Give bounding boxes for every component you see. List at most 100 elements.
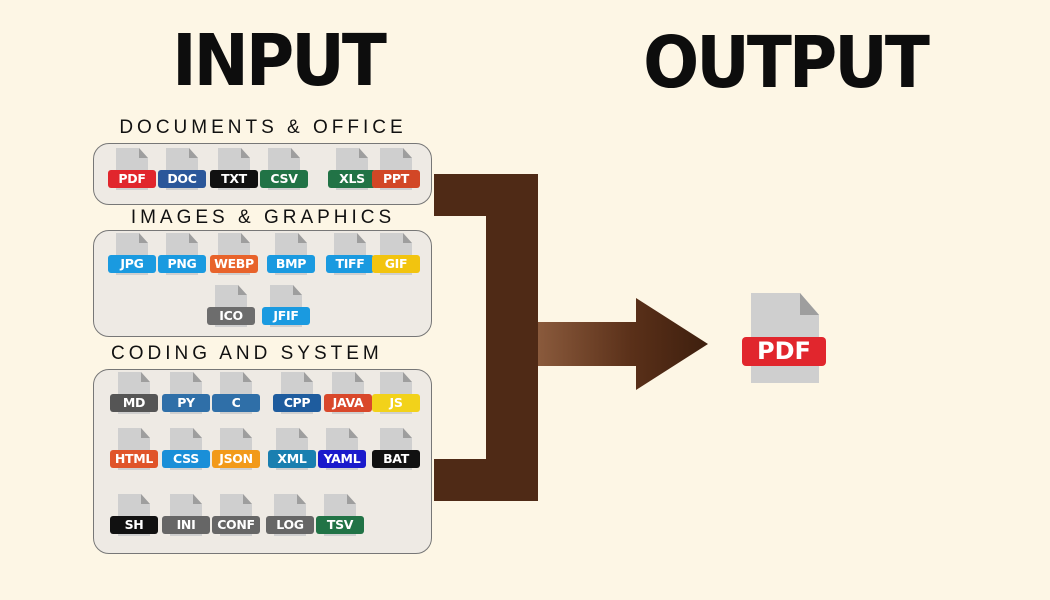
file-type-badge: HTML [110, 450, 158, 468]
file-type-badge: JSON [212, 450, 260, 468]
file-type-badge: JFIF [262, 307, 310, 325]
file-type-badge: ICO [207, 307, 255, 325]
file-icon-ini: INI [156, 494, 216, 548]
file-icon-csv: CSV [254, 148, 314, 202]
file-fold [403, 148, 412, 158]
file-fold [139, 233, 148, 243]
file-type-badge: PDF [108, 170, 156, 188]
file-icon-gif: GIF [366, 233, 426, 287]
file-icon-jpg: JPG [102, 233, 162, 287]
file-type-badge: JS [372, 394, 420, 412]
file-type-badge: CSS [162, 450, 210, 468]
file-icon-txt: TXT [204, 148, 264, 202]
bracket-shape [434, 174, 538, 501]
file-icon-js: JS [366, 372, 426, 426]
file-type-badge: CSV [260, 170, 308, 188]
file-icon-conf: CONF [206, 494, 266, 548]
file-fold [141, 494, 150, 504]
file-fold [357, 233, 366, 243]
file-type-badge: GIF [372, 255, 420, 273]
file-icon-xls: XLS [322, 148, 382, 202]
section-label-coding: CODING AND SYSTEM [111, 343, 383, 364]
file-fold [359, 148, 368, 158]
file-icon-tsv: TSV [310, 494, 370, 548]
file-type-badge: BMP [267, 255, 315, 273]
file-fold [193, 428, 202, 438]
file-fold [403, 428, 412, 438]
file-type-badge: C [212, 394, 260, 412]
file-icon-c: C [206, 372, 266, 426]
file-fold [304, 372, 313, 382]
file-fold [189, 148, 198, 158]
file-icon-json: JSON [206, 428, 266, 482]
file-fold [291, 148, 300, 158]
file-type-badge: XML [268, 450, 316, 468]
file-type-badge: WEBP [210, 255, 258, 273]
output-file-badge: PDF [742, 337, 826, 366]
file-fold [347, 494, 356, 504]
file-fold [243, 494, 252, 504]
file-icon-css: CSS [156, 428, 216, 482]
file-type-badge: INI [162, 516, 210, 534]
file-type-badge: BAT [372, 450, 420, 468]
file-fold [349, 428, 358, 438]
file-type-badge: TXT [210, 170, 258, 188]
panel-images: JPG PNG WEBP BMP TIFF GIF ICO JFIF [93, 230, 432, 337]
panel-coding: MD PY C CPP JAVA JS HTML CSS JSON XML YAML BAT SH INI… [93, 369, 432, 554]
file-type-badge: JAVA [324, 394, 372, 412]
file-icon-bmp: BMP [261, 233, 321, 287]
file-icon-ico: ICO [201, 285, 261, 339]
file-type-badge: PPT [372, 170, 420, 188]
file-fold [193, 372, 202, 382]
file-fold [243, 372, 252, 382]
file-icon-ppt: PPT [366, 148, 426, 202]
file-icon-xml: XML [262, 428, 322, 482]
section-label-documents: DOCUMENTS & OFFICE [119, 117, 407, 138]
file-type-badge: LOG [266, 516, 314, 534]
file-icon-pdf: PDF [102, 148, 162, 202]
file-type-badge: SH [110, 516, 158, 534]
section-label-images: IMAGES & GRAPHICS [130, 207, 396, 228]
file-fold [141, 428, 150, 438]
file-fold [193, 494, 202, 504]
file-type-badge: PY [162, 394, 210, 412]
file-fold [238, 285, 247, 295]
file-icon-html: HTML [104, 428, 164, 482]
file-type-badge: DOC [158, 170, 206, 188]
file-type-badge: TSV [316, 516, 364, 534]
output-arrow [538, 298, 708, 390]
arrow-shape [538, 298, 708, 390]
file-fold [293, 285, 302, 295]
file-fold [297, 494, 306, 504]
file-icon-md: MD [104, 372, 164, 426]
file-fold [403, 372, 412, 382]
file-icon-py: PY [156, 372, 216, 426]
file-type-badge: JPG [108, 255, 156, 273]
file-type-badge: PNG [158, 255, 206, 273]
file-fold [298, 233, 307, 243]
input-title: INPUT [172, 18, 387, 103]
file-type-badge: CONF [212, 516, 260, 534]
file-fold [241, 148, 250, 158]
file-icon-webp: WEBP [204, 233, 264, 287]
file-icon-sh: SH [104, 494, 164, 548]
file-fold [241, 233, 250, 243]
file-type-badge: CPP [273, 394, 321, 412]
file-icon-java: JAVA [318, 372, 378, 426]
file-fold [243, 428, 252, 438]
file-icon-doc: DOC [152, 148, 212, 202]
file-fold [355, 372, 364, 382]
panel-documents: PDF DOC TXT CSV XLS PPT [93, 143, 432, 205]
file-type-badge: TIFF [326, 255, 374, 273]
output-pdf-file-icon: PDF [740, 293, 830, 385]
file-icon-log: LOG [260, 494, 320, 548]
file-icon-tiff: TIFF [320, 233, 380, 287]
file-icon-png: PNG [152, 233, 212, 287]
output-title: OUTPUT [643, 20, 930, 105]
file-fold [139, 148, 148, 158]
file-fold [141, 372, 150, 382]
file-icon-yaml: YAML [312, 428, 372, 482]
file-type-badge: MD [110, 394, 158, 412]
file-icon-jfif: JFIF [256, 285, 316, 339]
file-icon-bat: BAT [366, 428, 426, 482]
